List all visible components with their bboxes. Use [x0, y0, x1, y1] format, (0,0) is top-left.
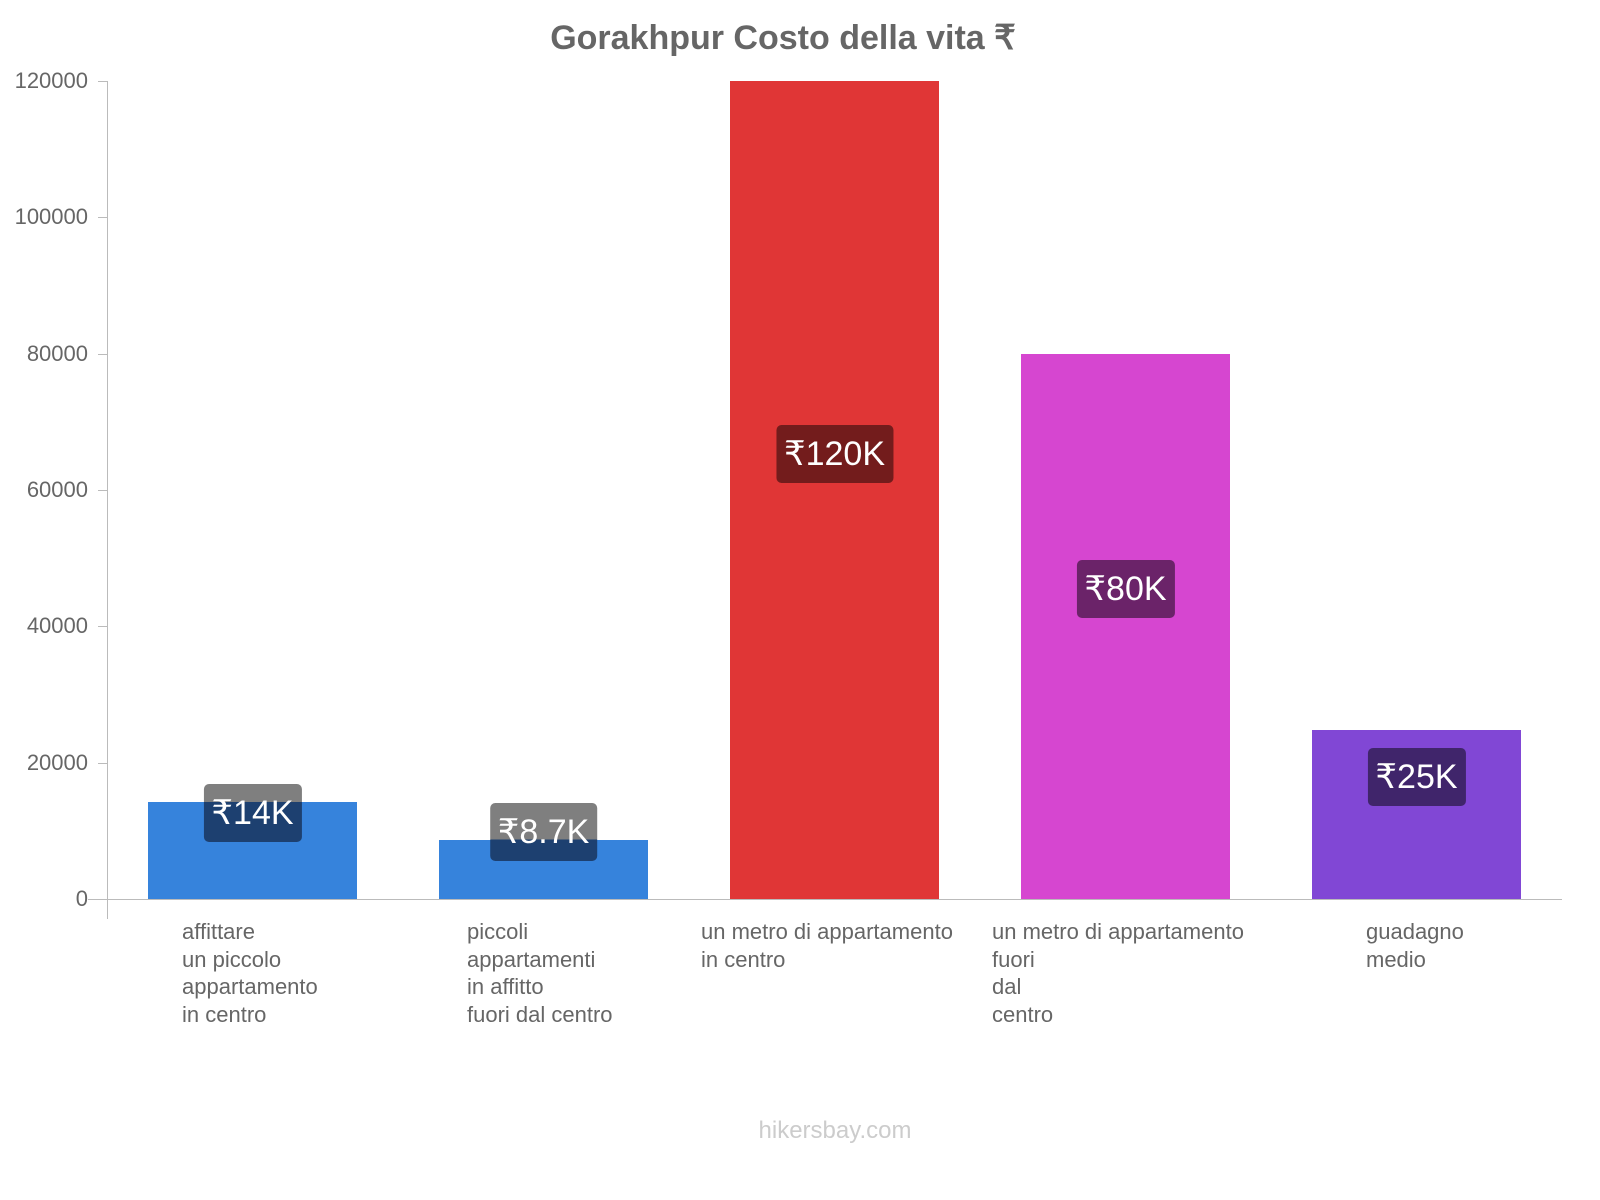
y-tick-mark — [98, 899, 107, 900]
value-label: ₹120K — [775, 425, 894, 483]
y-tick-mark — [98, 81, 107, 82]
value-label: ₹8.7K — [489, 803, 598, 861]
x-category-label: un metro di appartamento in centro — [701, 919, 953, 972]
bar[interactable] — [730, 81, 939, 899]
y-axis-line — [107, 81, 108, 919]
y-tick-label: 40000 — [26, 613, 88, 639]
y-tick-label: 80000 — [26, 340, 88, 366]
y-tick-mark — [98, 217, 107, 219]
value-label: ₹80K — [1076, 560, 1175, 618]
y-tick-label: 0 — [75, 886, 88, 911]
y-tick-label: 20000 — [26, 749, 88, 775]
x-axis-line — [88, 899, 1562, 900]
y-tick-mark — [98, 626, 107, 628]
x-category-label: guadagno medio — [1366, 919, 1464, 972]
x-category-label: un metro di appartamento fuori dal centr… — [992, 919, 1244, 1027]
y-tick-label: 120000 — [14, 68, 88, 93]
chart-title: Gorakhpur Costo della vita ₹ — [550, 19, 1016, 57]
watermark: hikersbay.com — [758, 1117, 912, 1144]
bar[interactable] — [1021, 353, 1230, 899]
y-tick-label: 100000 — [14, 204, 88, 230]
value-label: ₹14K — [203, 784, 302, 842]
x-category-label: piccoli appartamenti in affitto fuori da… — [467, 919, 613, 1027]
value-label: ₹25K — [1367, 748, 1466, 806]
y-tick-label: 60000 — [26, 477, 88, 502]
y-tick-mark — [98, 353, 107, 355]
y-tick-mark — [98, 762, 107, 764]
x-category-label: affittare un piccolo appartamento in cen… — [182, 919, 318, 1027]
y-tick-mark — [98, 490, 107, 491]
